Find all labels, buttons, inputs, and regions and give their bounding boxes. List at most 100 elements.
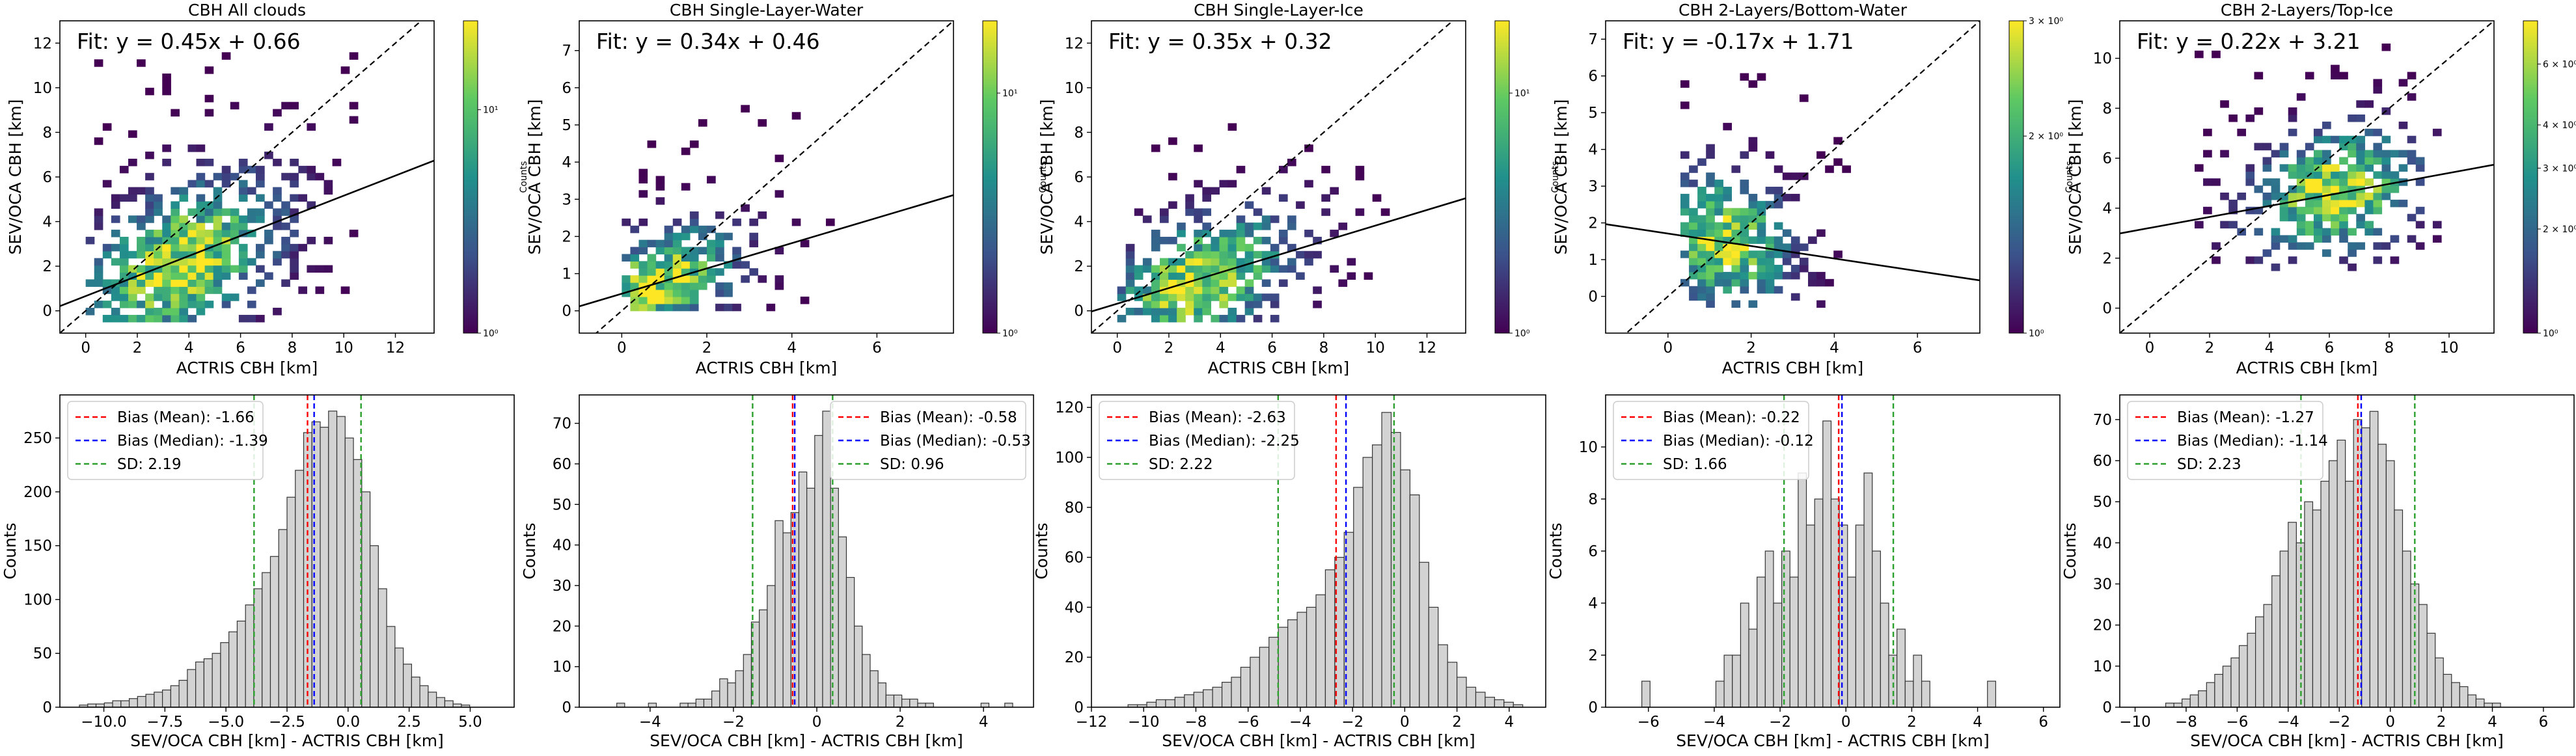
density-cell [2262,178,2272,186]
density-cell [154,265,163,273]
density-cell [1790,250,1800,258]
density-cell [1689,222,1698,230]
density-cell [1714,222,1723,230]
density-cell [1697,286,1706,294]
density-cell [1790,243,1800,251]
density-cell [111,258,120,266]
density-cell [1227,243,1237,252]
density-cell [171,230,180,237]
histogram-bar [2182,698,2191,708]
y-tick-label: 1 [562,266,571,283]
density-cell [1159,314,1169,323]
y-tick-label: 4 [2102,200,2112,217]
histogram-bar [2451,682,2460,708]
density-cell [1816,151,1826,159]
density-cell [2432,128,2442,137]
density-cell [1748,208,1758,216]
density-cell [1270,314,1280,323]
x-axis-label: ACTRIS CBH [km] [176,358,318,377]
x-tick-label: 0 [1841,714,1851,731]
histogram-bar [917,703,926,708]
histogram-bar [128,698,138,708]
density-cell [2390,185,2400,193]
density-cell [664,261,674,269]
density-cell [154,236,163,245]
density-cell [1697,193,1706,202]
histogram-bar [767,585,776,708]
x-tick-label: −7.5 [146,714,183,731]
histogram-bar [1184,694,1194,708]
density-cell [1697,158,1706,166]
density-cell [247,301,256,308]
density-cell [1177,223,1186,230]
density-cell [2373,242,2383,250]
density-cell [1697,222,1706,230]
density-cell [2322,206,2331,215]
density-cell [638,176,648,183]
histogram-bar [2173,703,2183,708]
density-cell [1714,278,1723,287]
density-cell [290,243,299,252]
density-cell [2356,142,2365,151]
x-tick-label: 8 [1319,340,1329,357]
density-cell [1748,137,1758,145]
density-cell [213,223,223,230]
density-cell [1159,258,1169,266]
density-cell [128,194,137,202]
density-cell [2390,150,2400,158]
density-cell [204,258,214,266]
density-cell [2339,178,2348,186]
density-cell [2212,178,2221,186]
density-cell [204,265,214,273]
density-cell [2398,150,2408,158]
density-cell [273,187,282,195]
density-cell [2313,228,2323,236]
density-cell [102,286,112,294]
density-cell [1706,250,1715,258]
density-cell [1236,236,1246,245]
density-cell [638,268,648,276]
density-cell [2348,164,2357,172]
density-cell [724,282,733,290]
legend-label: Bias (Median): -2.25 [1149,433,1300,450]
density-cell [2313,185,2323,193]
density-cell [247,215,256,223]
density-cell [162,279,171,287]
density-cell [179,187,189,195]
histogram-bar [369,545,379,708]
density-cell [179,308,189,316]
density-cell [1689,243,1698,251]
density-cell [2356,193,2365,200]
density-cell [1731,258,1741,265]
histogram-bar [1503,701,1514,708]
density-cell [1151,279,1160,287]
density-cell [196,258,206,266]
x-tick-label: 2 [1452,714,1462,731]
density-cell [179,286,189,294]
histogram-bar [854,625,863,708]
histogram-bar [1428,606,1439,708]
density-cell [2305,157,2314,165]
density-cell [1706,215,1715,223]
density-cell [1236,258,1246,266]
y-tick-label: 4 [1588,595,1598,612]
density-cell [1782,271,1792,280]
density-cell [1714,180,1723,187]
legend-label: Bias (Median): -0.12 [1663,433,1814,450]
density-cell [2254,228,2264,236]
density-cell [2348,150,2357,158]
density-cell [204,250,214,259]
density-cell [2339,185,2348,193]
y-tick-label: 70 [553,416,571,433]
density-cell [715,247,724,255]
histogram-bar [1353,487,1363,708]
density-cell [256,180,265,188]
density-cell [1168,265,1177,273]
density-cell [630,303,640,312]
density-cell [2348,242,2357,250]
x-axis-label: ACTRIS CBH [km] [1722,358,1864,377]
y-axis-label: Counts [520,522,539,579]
